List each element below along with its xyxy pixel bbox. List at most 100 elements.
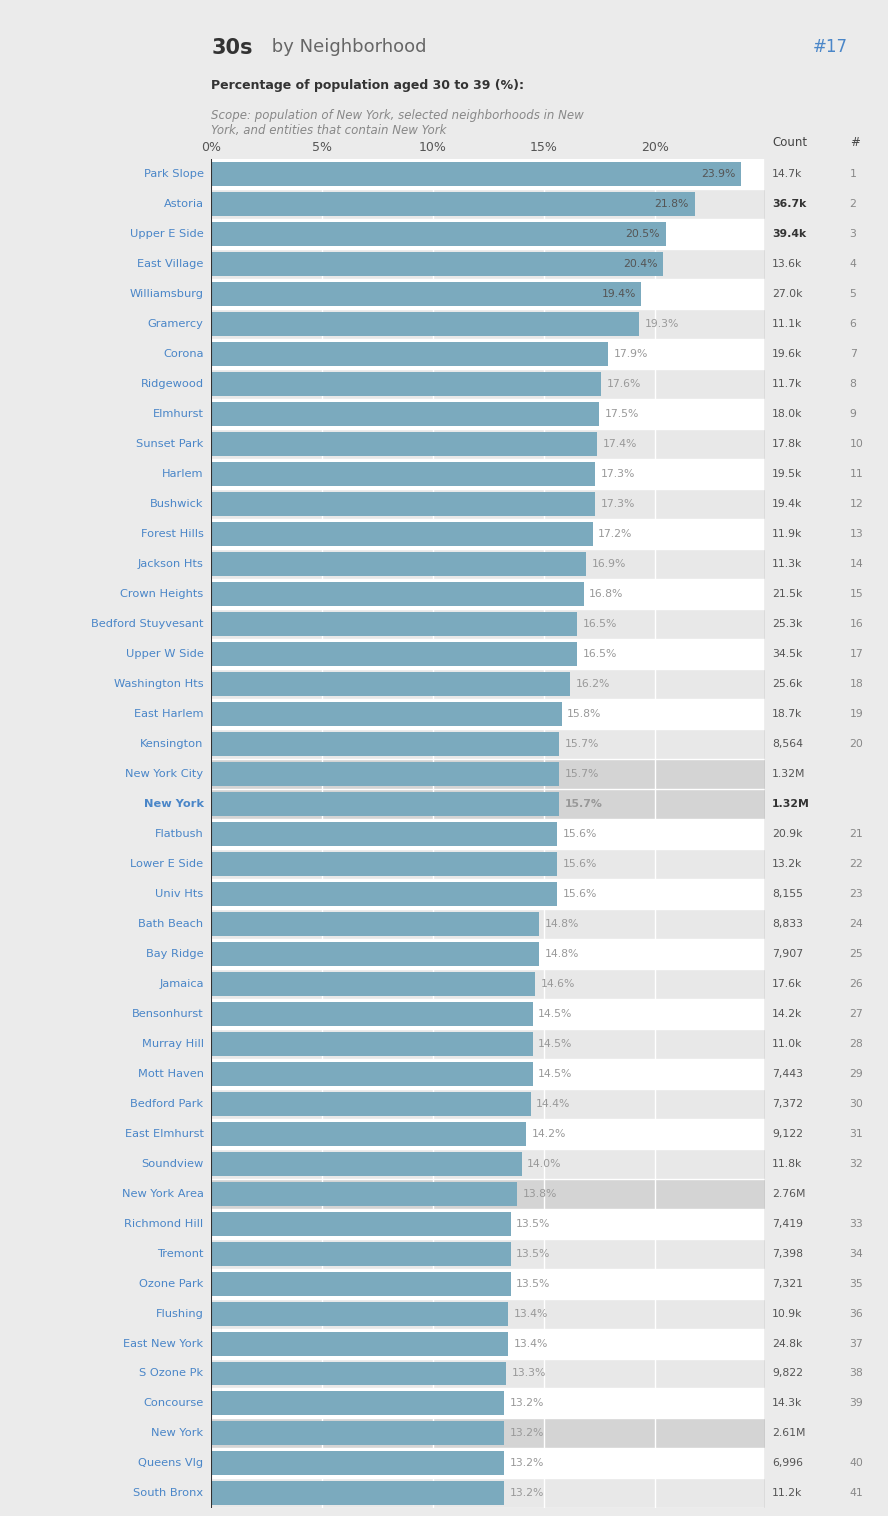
- Bar: [211, 518, 765, 549]
- Text: 8: 8: [850, 379, 857, 390]
- Text: 13.8%: 13.8%: [523, 1189, 557, 1199]
- Text: 13.3%: 13.3%: [511, 1369, 546, 1378]
- Text: 8,155: 8,155: [772, 888, 803, 899]
- Text: 25: 25: [850, 949, 863, 958]
- Text: 9,122: 9,122: [772, 1128, 803, 1139]
- Text: 32: 32: [850, 1158, 863, 1169]
- Text: 13.6k: 13.6k: [772, 259, 803, 270]
- Text: 38: 38: [850, 1369, 863, 1378]
- Text: Park Slope: Park Slope: [144, 170, 203, 179]
- Text: Bedford Stuyvesant: Bedford Stuyvesant: [91, 619, 203, 629]
- Text: 10: 10: [850, 440, 863, 449]
- Text: 36: 36: [850, 1308, 863, 1319]
- Text: East New York: East New York: [123, 1339, 203, 1349]
- Text: 14.8%: 14.8%: [545, 919, 579, 929]
- Text: Tremont: Tremont: [157, 1249, 203, 1258]
- Text: 17: 17: [850, 649, 863, 659]
- Bar: [211, 493, 595, 515]
- Text: 13.2%: 13.2%: [510, 1398, 543, 1408]
- Text: New York Area: New York Area: [122, 1189, 203, 1199]
- Text: 7,419: 7,419: [772, 1219, 803, 1228]
- Bar: [211, 791, 559, 816]
- Text: 19.3%: 19.3%: [645, 318, 679, 329]
- Bar: [211, 279, 765, 309]
- Bar: [211, 1239, 765, 1269]
- Bar: [211, 669, 765, 699]
- Text: 13.2%: 13.2%: [510, 1458, 543, 1469]
- Text: 7,907: 7,907: [772, 949, 804, 958]
- Text: 21.5k: 21.5k: [772, 588, 803, 599]
- Text: 13.2%: 13.2%: [510, 1428, 543, 1439]
- Text: 11.1k: 11.1k: [772, 318, 803, 329]
- Text: South Bronx: South Bronx: [133, 1489, 203, 1498]
- Text: 14.5%: 14.5%: [538, 1069, 573, 1079]
- Text: Harlem: Harlem: [163, 468, 203, 479]
- Bar: [211, 969, 765, 999]
- Text: Richmond Hill: Richmond Hill: [124, 1219, 203, 1228]
- Text: Lower E Side: Lower E Side: [131, 858, 203, 869]
- Text: 14.2%: 14.2%: [532, 1128, 566, 1139]
- Text: 17.6k: 17.6k: [772, 979, 803, 988]
- Bar: [211, 552, 586, 576]
- Text: #: #: [850, 136, 860, 149]
- Text: 23.9%: 23.9%: [702, 170, 735, 179]
- Text: 30s: 30s: [211, 38, 253, 58]
- Text: Flushing: Flushing: [155, 1308, 203, 1319]
- Text: 6,996: 6,996: [772, 1458, 803, 1469]
- Text: 4: 4: [850, 259, 857, 270]
- Text: 24.8k: 24.8k: [772, 1339, 803, 1349]
- Text: 17.4%: 17.4%: [603, 440, 637, 449]
- Text: 7,443: 7,443: [772, 1069, 803, 1079]
- Text: #17: #17: [813, 38, 848, 56]
- Text: Jackson Hts: Jackson Hts: [138, 559, 203, 568]
- Text: 31: 31: [850, 1128, 863, 1139]
- Text: 7,398: 7,398: [772, 1249, 803, 1258]
- Bar: [211, 729, 765, 760]
- Text: Bensonhurst: Bensonhurst: [131, 1008, 203, 1019]
- Text: 11.8k: 11.8k: [772, 1158, 803, 1169]
- Bar: [211, 249, 765, 279]
- Text: 30: 30: [850, 1099, 863, 1108]
- Text: Astoria: Astoria: [163, 199, 203, 209]
- Bar: [211, 1178, 765, 1208]
- Bar: [211, 672, 570, 696]
- Text: 19: 19: [850, 709, 863, 719]
- Text: 9,822: 9,822: [772, 1369, 803, 1378]
- Bar: [211, 972, 535, 996]
- Bar: [211, 162, 741, 186]
- Bar: [211, 879, 765, 908]
- Text: 15.7%: 15.7%: [565, 738, 599, 749]
- Bar: [211, 609, 765, 638]
- Bar: [211, 549, 765, 579]
- Text: 16.9%: 16.9%: [591, 559, 626, 568]
- Bar: [211, 938, 765, 969]
- Text: 20: 20: [850, 738, 863, 749]
- Text: 10.9k: 10.9k: [772, 1308, 803, 1319]
- Bar: [211, 1032, 533, 1055]
- Text: 13.2%: 13.2%: [510, 1489, 543, 1498]
- Bar: [211, 849, 765, 879]
- Bar: [211, 1122, 526, 1146]
- Text: New York: New York: [152, 1428, 203, 1439]
- Text: 41: 41: [850, 1489, 863, 1498]
- Text: 20.5%: 20.5%: [626, 229, 660, 240]
- Text: 13.5%: 13.5%: [516, 1278, 551, 1289]
- Bar: [211, 1328, 765, 1358]
- Text: 7: 7: [850, 349, 857, 359]
- Text: 25.6k: 25.6k: [772, 679, 803, 688]
- Text: 11.7k: 11.7k: [772, 379, 803, 390]
- Bar: [211, 343, 608, 365]
- Text: 17.9%: 17.9%: [614, 349, 648, 359]
- Text: 17.5%: 17.5%: [605, 409, 639, 418]
- Text: 35: 35: [850, 1278, 863, 1289]
- Bar: [211, 941, 539, 966]
- Text: 15: 15: [850, 588, 863, 599]
- Bar: [211, 999, 765, 1029]
- Text: East Village: East Village: [138, 259, 203, 270]
- Text: S Ozone Pk: S Ozone Pk: [139, 1369, 203, 1378]
- Text: 19.5k: 19.5k: [772, 468, 803, 479]
- Bar: [211, 252, 663, 276]
- Text: East Harlem: East Harlem: [134, 709, 203, 719]
- Bar: [211, 612, 577, 635]
- Bar: [211, 1208, 765, 1239]
